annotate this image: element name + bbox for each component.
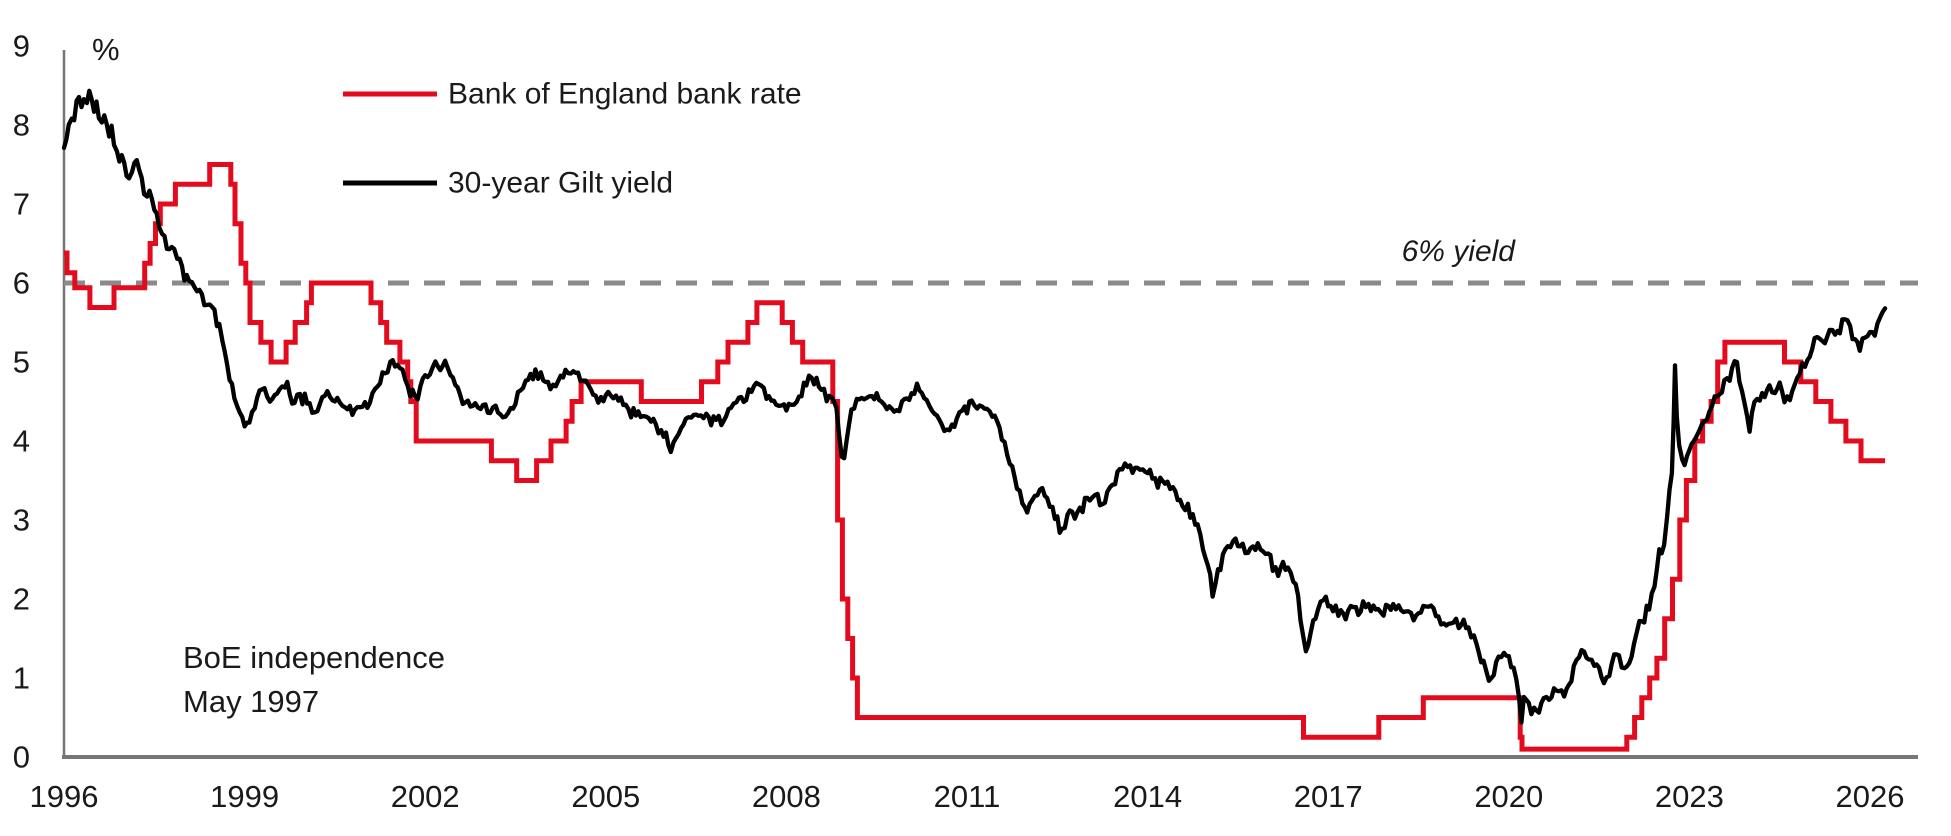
reference-line-label: 6% yield: [1402, 235, 1517, 268]
y-tick-label-1: 1: [13, 661, 30, 696]
y-tick-label-7: 7: [13, 187, 30, 222]
annotation-line-1: BoE independence: [183, 640, 445, 675]
x-tick-label-2011: 2011: [934, 779, 1001, 814]
x-tick-label-2014: 2014: [1113, 779, 1182, 814]
x-tick-label-1996: 1996: [30, 779, 99, 814]
y-tick-label-6: 6: [13, 266, 30, 301]
y-axis-tick-labels: 0 1 2 3 4 5 6 7 8 9: [13, 29, 30, 775]
boe-independence-annotation: BoE independence May 1997: [183, 640, 445, 719]
y-tick-label-9: 9: [13, 29, 30, 64]
y-axis-unit-label: %: [92, 32, 120, 67]
y-tick-label-3: 3: [13, 503, 30, 538]
x-tick-label-2026: 2026: [1836, 779, 1905, 814]
x-tick-label-2002: 2002: [391, 779, 460, 814]
y-tick-label-4: 4: [13, 424, 30, 459]
x-tick-label-2008: 2008: [752, 779, 821, 814]
y-tick-label-0: 0: [13, 740, 30, 775]
y-tick-label-8: 8: [13, 108, 30, 143]
x-tick-label-2020: 2020: [1474, 779, 1543, 814]
annotation-line-2: May 1997: [183, 684, 319, 719]
x-tick-label-2005: 2005: [571, 779, 640, 814]
bank-rate-line: [64, 162, 1886, 752]
y-tick-label-5: 5: [13, 345, 30, 380]
gilt-yield-legend-label: 30-year Gilt yield: [448, 167, 673, 200]
bank-rate-legend-label: Bank of England bank rate: [448, 78, 802, 111]
x-tick-label-1999: 1999: [210, 779, 279, 814]
x-axis-tick-labels: 1996 1999 2002 2005 2008 2011 2014 2017 2020 2023…: [30, 779, 1905, 814]
gilt-yield-line: [61, 88, 1888, 725]
y-tick-label-2: 2: [13, 582, 30, 617]
legend: Bank of England bank rate 30-year Gilt y…: [343, 78, 802, 200]
x-tick-label-2023: 2023: [1655, 779, 1724, 814]
x-tick-label-2017: 2017: [1294, 779, 1363, 814]
